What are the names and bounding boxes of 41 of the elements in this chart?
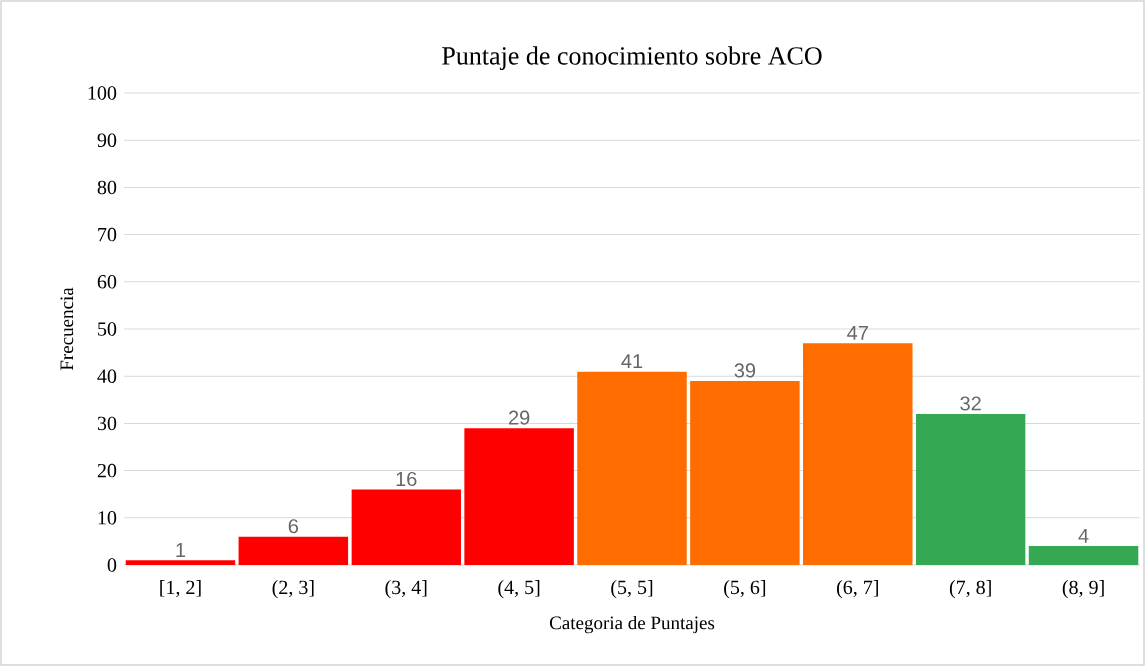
x-tick-label: (8, 9] (1062, 580, 1104, 599)
y-tick-label: 50 (98, 322, 117, 336)
data-label: 32 (960, 396, 981, 411)
bar (577, 371, 687, 565)
x-tick-label: (5, 6] (724, 580, 766, 599)
data-label: 1 (176, 543, 186, 557)
x-axis-title: Categoria de Puntajes (549, 615, 715, 634)
bar (351, 489, 461, 565)
y-tick-label: 30 (97, 416, 117, 431)
x-tick-label: (7, 8] (949, 580, 991, 599)
y-tick-label: 90 (97, 133, 117, 147)
data-label: 4 (1078, 528, 1089, 543)
x-tick-label: (2, 3] (272, 580, 314, 599)
bar (125, 560, 236, 565)
x-tick-label: (4, 5] (498, 580, 540, 599)
bar (1028, 546, 1139, 565)
data-label: 41 (621, 354, 643, 369)
x-tick-label: (6, 7] (836, 580, 878, 599)
bar (690, 380, 800, 565)
bar (803, 343, 913, 565)
x-tick-label: (5, 5] (611, 580, 653, 599)
bar (915, 413, 1026, 565)
data-label: 29 (508, 410, 530, 425)
y-tick-label: 20 (97, 463, 117, 478)
y-tick-label: 10 (98, 511, 117, 525)
y-tick-label: 70 (98, 227, 117, 242)
bar (464, 428, 574, 565)
x-tick-label: [1, 2] (160, 580, 201, 598)
data-label: 6 (288, 519, 299, 534)
x-tick-label: (3, 4] (385, 580, 427, 599)
y-tick-label: 80 (97, 180, 117, 195)
bar (238, 536, 349, 565)
data-label: 39 (734, 363, 756, 378)
y-tick-label: 40 (97, 369, 117, 383)
y-tick-label: 0 (107, 558, 117, 572)
y-axis-title: Frecuencia (60, 287, 74, 371)
y-tick-label: 100 (88, 86, 117, 100)
chart-title: Puntaje de conocimiento sobre ACO (442, 46, 822, 70)
data-label: 47 (847, 325, 868, 340)
y-tick-label: 60 (97, 275, 117, 289)
data-label: 16 (396, 471, 417, 487)
